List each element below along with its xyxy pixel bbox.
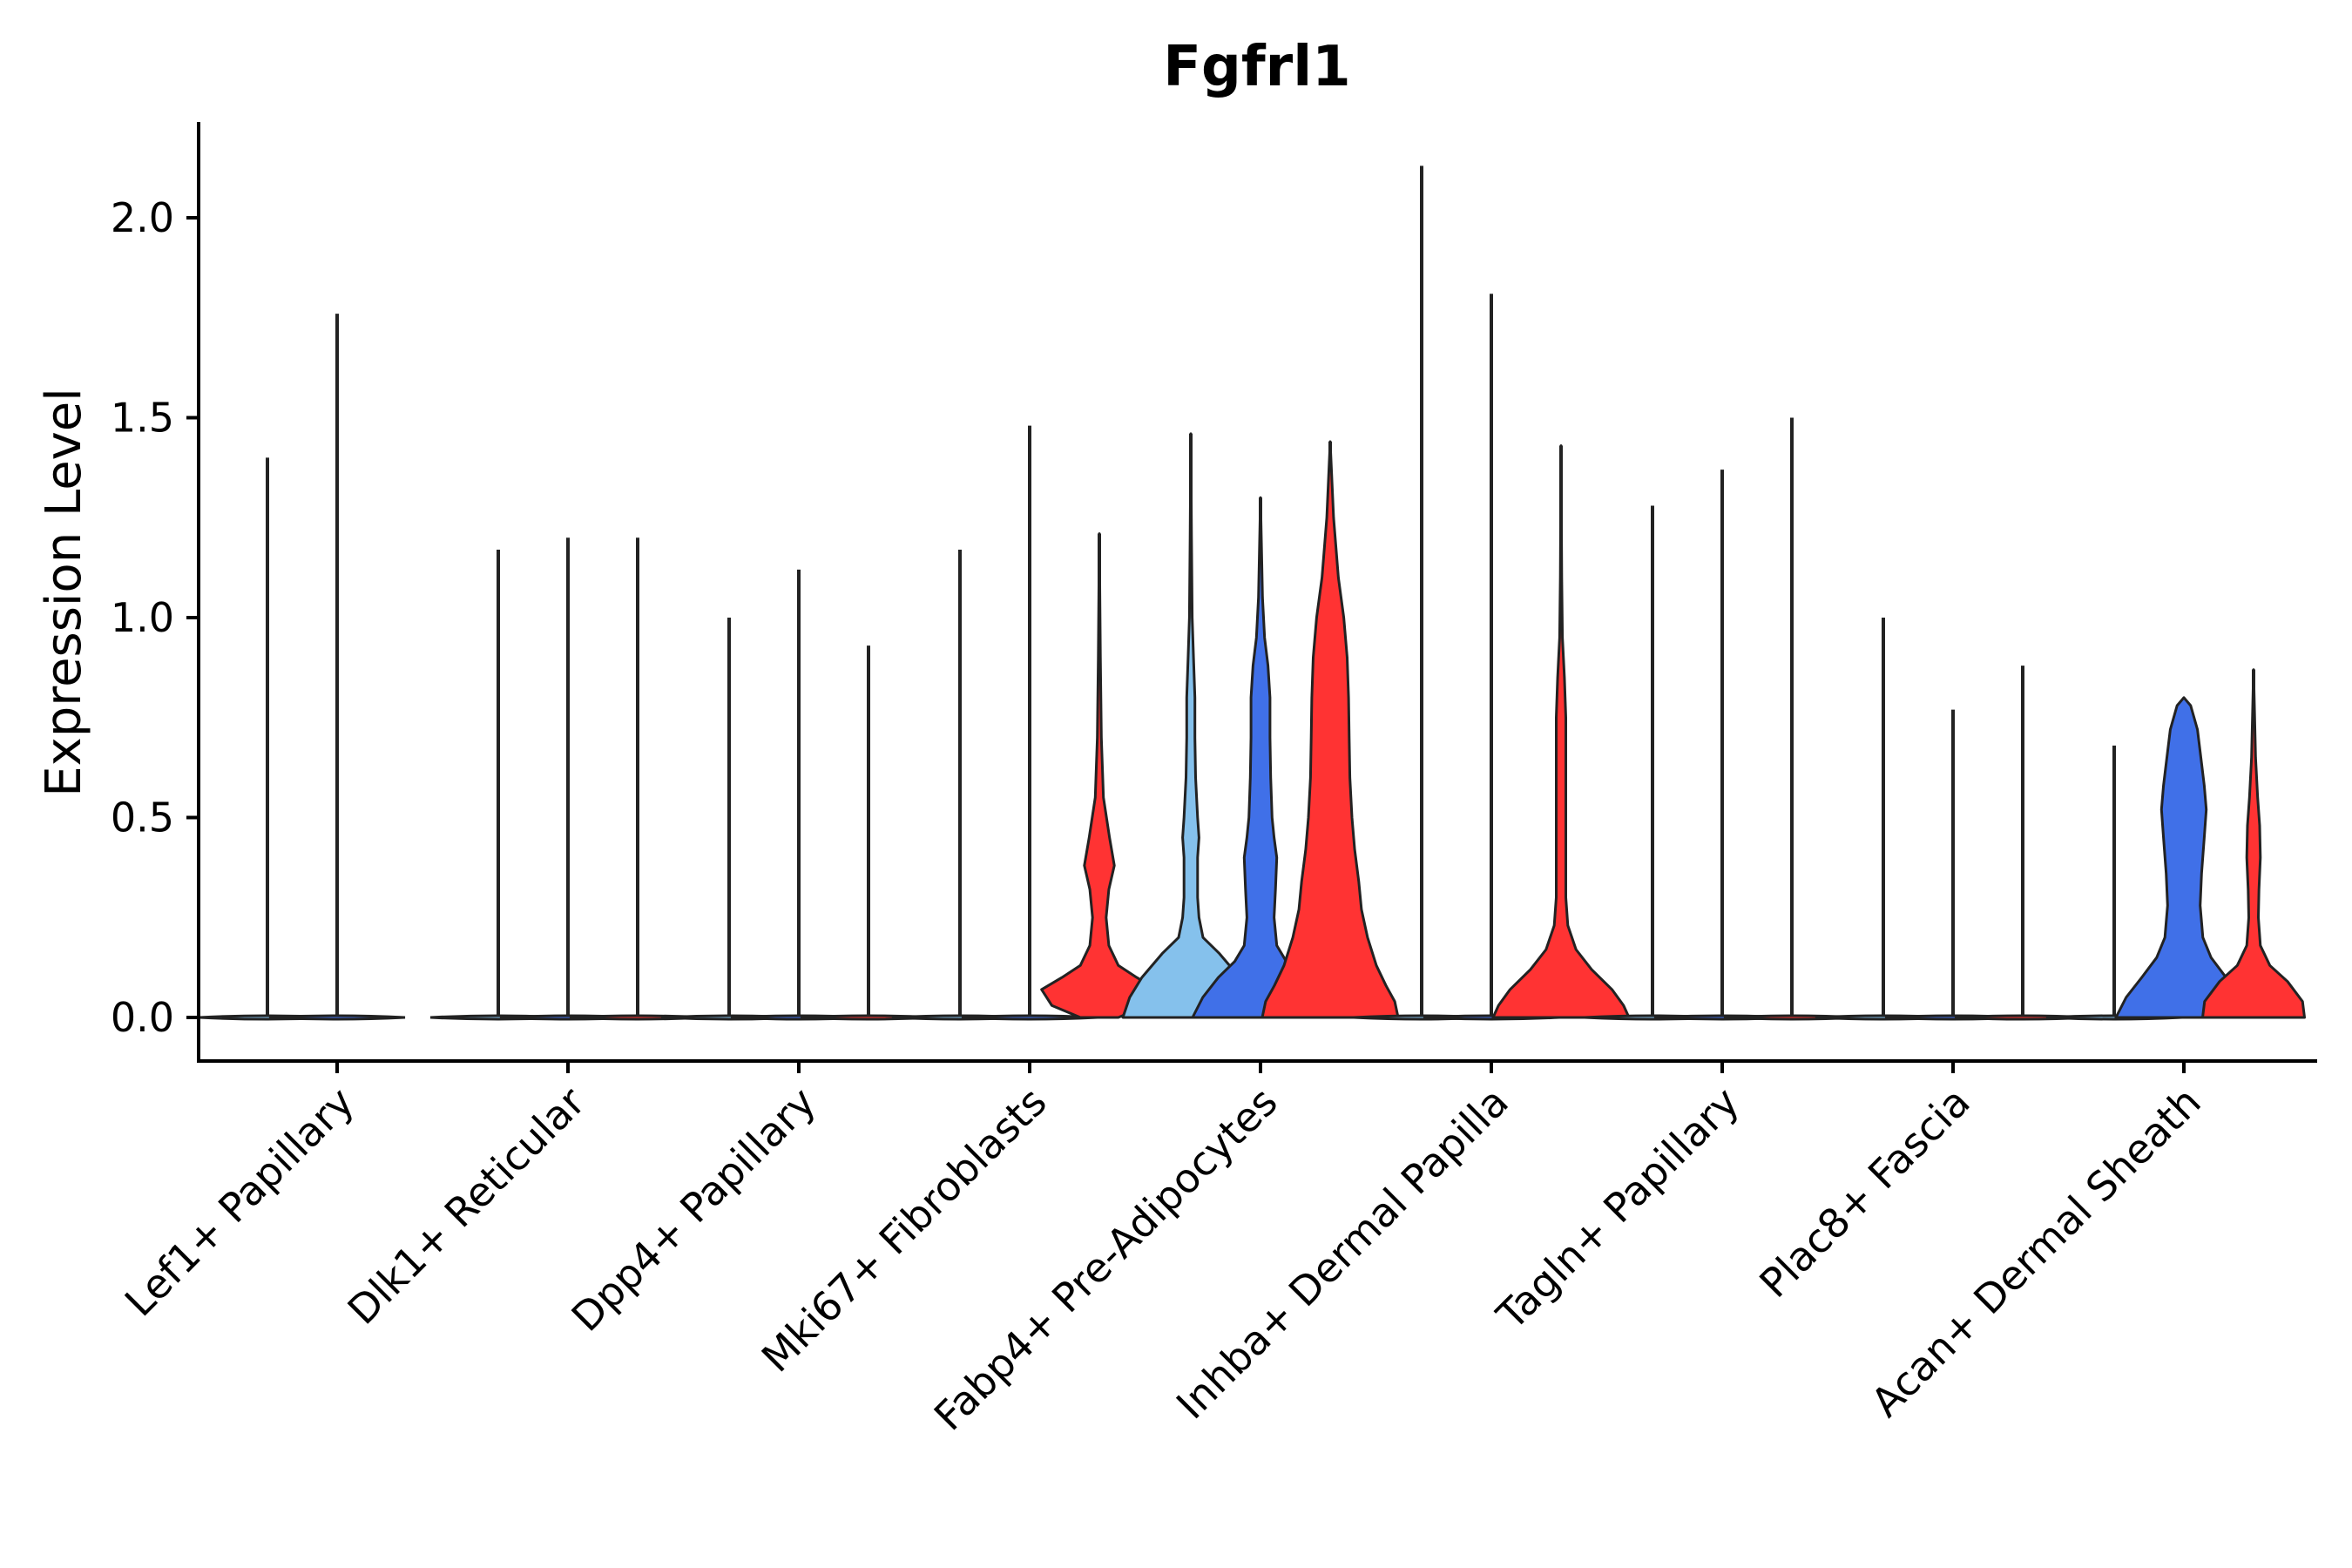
violin-body: [1260, 440, 1400, 1019]
violin-8-1: [2114, 696, 2254, 1019]
violin-6-0: [1584, 505, 1721, 1021]
violins-group: [199, 166, 2306, 1021]
violin-body-flat: [268, 1014, 406, 1021]
violin-7-0: [1815, 618, 1952, 1021]
x-tick-label: Dlk1+ Reticular: [339, 1078, 594, 1334]
y-tick-label: 0.5: [111, 794, 174, 841]
violin-4-0: [1121, 432, 1260, 1019]
violin-5-0: [1353, 166, 1490, 1021]
violin-body: [1121, 432, 1260, 1019]
violin-2-0: [660, 618, 798, 1021]
violin-3-0: [891, 549, 1029, 1021]
violin-4-2: [1260, 440, 1400, 1019]
violin-3-2: [1040, 532, 1159, 1019]
violin-1-2: [569, 537, 706, 1021]
y-tick-label: 0.0: [111, 994, 174, 1041]
violin-body: [1491, 444, 1631, 1019]
y-tick-label: 2.0: [111, 194, 174, 241]
y-tick-label: 1.5: [111, 395, 174, 442]
chart-title: Fgfrl1: [1163, 35, 1350, 99]
violin-4-1: [1191, 496, 1330, 1019]
violin-1-0: [429, 549, 567, 1021]
violin-8-2: [2201, 668, 2306, 1019]
x-tick-label: Lef1+ Papillary: [116, 1078, 363, 1326]
violin-6-1: [1653, 470, 1791, 1021]
violin-2-2: [800, 645, 937, 1021]
y-ticks-group: 0.0 0.5 1.0 1.5 2.0: [111, 194, 199, 1041]
violin-5-2: [1491, 444, 1631, 1019]
violin-2-1: [730, 569, 868, 1021]
violin-body: [2201, 668, 2306, 1019]
y-axis-label: Expression Level: [36, 388, 92, 797]
x-tick-label: Tagln+ Papillary: [1487, 1078, 1748, 1340]
y-tick-label: 1.0: [111, 594, 174, 641]
violin-0-1: [268, 314, 406, 1021]
x-tick-label: Dpp4+ Papillary: [563, 1078, 825, 1341]
axes-group: [197, 122, 2317, 1063]
violin-7-2: [1954, 666, 2092, 1021]
violin-body: [1040, 532, 1159, 1019]
violin-6-2: [1723, 417, 1861, 1021]
violin-0-0: [199, 457, 336, 1021]
violin-body: [1191, 496, 1330, 1019]
violin-body: [2114, 696, 2254, 1019]
violin-5-1: [1423, 294, 1560, 1021]
violin-7-1: [1884, 709, 2022, 1021]
x-tick-label: Plac8+ Fascia: [1750, 1078, 1978, 1307]
violin-1-1: [499, 537, 637, 1021]
violin-3-1: [961, 425, 1098, 1021]
